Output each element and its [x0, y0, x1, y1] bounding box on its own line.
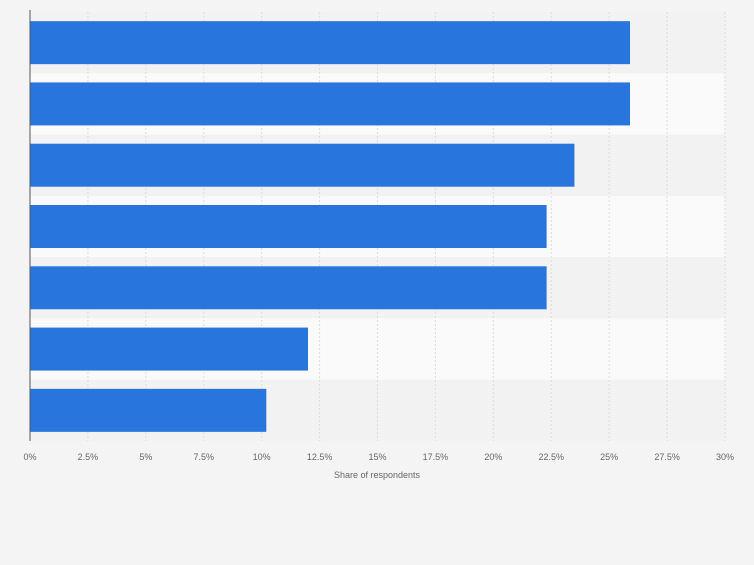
bar	[30, 205, 547, 248]
x-tick-label: 10%	[253, 452, 271, 462]
x-tick-label: 0%	[23, 452, 36, 462]
bar	[30, 143, 575, 187]
x-tick-labels: 0% 2.5% 5% 7.5% 10% 12.5% 15% 17.5% 20% 22.5% 25% 2…	[23, 452, 734, 462]
bar	[30, 388, 267, 432]
x-tick-label: 15%	[368, 452, 386, 462]
x-tick-label: 30%	[716, 452, 734, 462]
bar	[30, 266, 547, 310]
bar	[30, 21, 631, 65]
x-tick-label: 20%	[484, 452, 502, 462]
x-tick-label: 25%	[600, 452, 618, 462]
bar	[30, 327, 308, 371]
x-axis-label: Share of respondents	[334, 470, 421, 480]
x-tick-label: 17.5%	[423, 452, 449, 462]
bar	[30, 82, 631, 126]
x-tick-label: 12.5%	[307, 452, 333, 462]
x-tick-label: 22.5%	[538, 452, 564, 462]
bars	[30, 21, 631, 432]
x-tick-label: 27.5%	[654, 452, 680, 462]
x-tick-label: 7.5%	[193, 452, 214, 462]
x-tick-label: 5%	[139, 452, 152, 462]
x-tick-label: 2.5%	[78, 452, 99, 462]
